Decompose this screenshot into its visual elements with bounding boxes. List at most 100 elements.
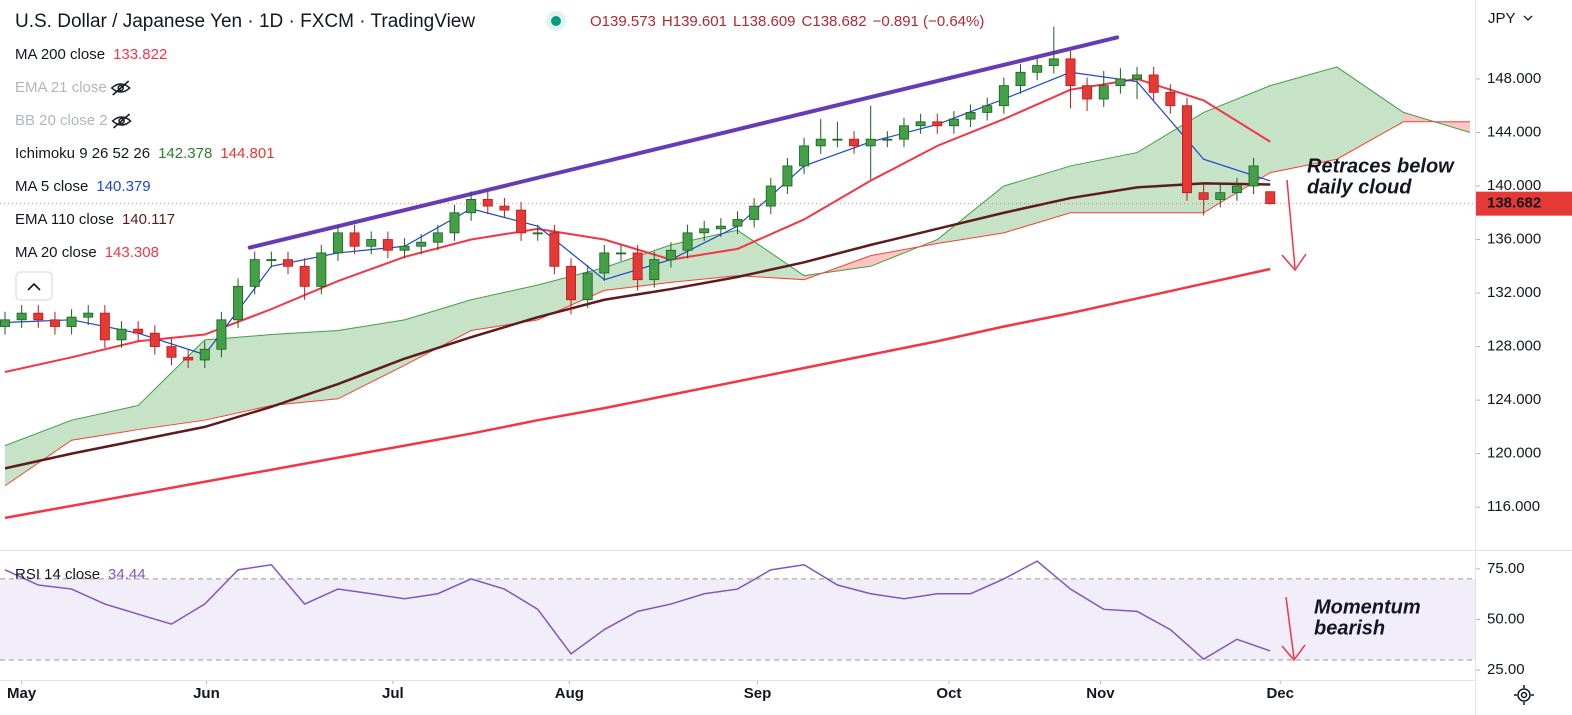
- ma-line: [4, 182, 1271, 470]
- cloud-segment: [937, 186, 1004, 244]
- candle-body: [882, 138, 893, 141]
- candle-body: [199, 348, 210, 361]
- overlay: 116.000 120.000 124.000 128.000 132.000 136.0…: [0, 11, 1572, 702]
- candle-body: [449, 212, 460, 234]
- collapse-button[interactable]: [15, 271, 53, 301]
- arrow: [1281, 179, 1307, 272]
- annotation: bearish: [1314, 617, 1385, 639]
- candle-body: [99, 312, 110, 341]
- trendline: [247, 35, 1120, 250]
- candle-body: [299, 265, 310, 287]
- candle-body: [532, 232, 543, 235]
- candle-body: [516, 209, 527, 234]
- ohlc-header: O139.573 H139.601 L138.609 C138.682 −0.891 (…: [590, 13, 984, 30]
- candle-body: [1015, 71, 1026, 87]
- candle-body: [349, 232, 360, 247]
- y-tick-label: 128.000: [1487, 338, 1541, 355]
- currency-selector[interactable]: JPY: [1488, 10, 1533, 27]
- candle-body: [815, 138, 826, 147]
- candle-body: [1165, 91, 1176, 107]
- legend-entry: BB 20 close 2: [15, 112, 108, 129]
- rsi-legend: RSI 14 close 34.44: [15, 566, 146, 583]
- candle-body: [1265, 191, 1276, 205]
- candle-body: [1215, 192, 1226, 200]
- y-tick-label: 144.000: [1487, 123, 1541, 140]
- candle-body: [66, 316, 77, 327]
- legend-entry: EMA 21 close: [15, 79, 107, 96]
- visibility-toggle[interactable]: [110, 80, 131, 96]
- legend-value: 143.308: [105, 244, 159, 261]
- candle-body: [615, 252, 626, 255]
- candle-body: [49, 319, 60, 327]
- candle-body: [1148, 74, 1159, 93]
- candle-body: [1032, 65, 1043, 73]
- candle-body: [1132, 74, 1143, 80]
- candle-body: [799, 145, 810, 167]
- candle-body: [632, 252, 643, 281]
- x-tick-label: Sep: [744, 685, 772, 702]
- cloud-segment: [1003, 165, 1071, 233]
- candle-body: [715, 225, 726, 230]
- cloud-segment: [1270, 66, 1337, 173]
- legend-label: MA 5 close: [15, 178, 88, 195]
- y-tick-label: 132.000: [1487, 284, 1541, 301]
- candle-body: [699, 228, 710, 234]
- cloud-segment: [404, 299, 472, 366]
- candle-body: [1048, 58, 1059, 66]
- candle-body: [1065, 58, 1076, 87]
- currency[interactable]: JPY: [1488, 10, 1516, 27]
- last-price-box: [1476, 191, 1572, 216]
- y-tick-label: 148.000: [1487, 70, 1541, 87]
- rsi: [4, 560, 1271, 661]
- x-tick-label: Jun: [193, 685, 220, 702]
- visibility-toggle[interactable]: [111, 113, 132, 129]
- candle-body: [1115, 78, 1126, 87]
- candle-body: [382, 239, 393, 251]
- candle-body: [782, 165, 793, 187]
- candle-body: [549, 232, 560, 267]
- candle-body: [1198, 192, 1209, 200]
- y-tick-label: 116.000: [1487, 498, 1540, 515]
- ma-line: [4, 267, 1271, 520]
- y-tick-label: 136.000: [1487, 231, 1541, 248]
- x-tick-label: Nov: [1086, 685, 1115, 702]
- candle-body: [899, 125, 909, 140]
- ohlc-value: L138.609: [733, 13, 796, 30]
- rsi-label: RSI 14 close: [15, 566, 100, 583]
- candle-body: [849, 138, 860, 147]
- legend-label: Ichimoku 9 26 52 26: [15, 145, 150, 162]
- rsi-pane: [0, 578, 1475, 661]
- cloud-segment: [1070, 152, 1138, 213]
- candle-body: [566, 265, 576, 301]
- legend-value: 133.822: [113, 46, 167, 63]
- legend-entry: EMA 110 close 140.117: [15, 211, 175, 228]
- candles: [0, 26, 1276, 369]
- candle-body: [16, 312, 27, 321]
- cloud-segment: [1336, 66, 1404, 160]
- legend-value: 144.801: [220, 145, 274, 162]
- candle-body: [932, 121, 943, 127]
- rsi-line: [4, 560, 1271, 661]
- candle-body: [1098, 85, 1109, 100]
- settings-button[interactable]: [1514, 685, 1534, 705]
- candle-body: [233, 285, 244, 321]
- candle-body: [416, 241, 427, 247]
- chart-title: U.S. Dollar / Japanese Yen · 1D · FXCM ·…: [15, 11, 475, 32]
- candle-body: [1182, 105, 1192, 194]
- x-tick-label: Aug: [555, 685, 584, 702]
- cloud-segment: [71, 405, 139, 441]
- legend-label: MA 20 close: [15, 244, 97, 261]
- candle-body: [466, 198, 477, 214]
- rsi-band: [0, 578, 1475, 660]
- candle-body: [665, 249, 676, 261]
- x-tick-label: Dec: [1266, 685, 1294, 702]
- candle-body: [166, 346, 177, 358]
- candle-body: [116, 328, 127, 341]
- legend-label: BB 20 close 2: [15, 112, 108, 129]
- ohlc-value: H139.601: [662, 13, 727, 30]
- legend-entry: Ichimoku 9 26 52 26 142.378 144.801: [15, 145, 275, 162]
- legend-entry: MA 20 close 143.308: [15, 244, 159, 261]
- legend-label: EMA 21 close: [15, 79, 107, 96]
